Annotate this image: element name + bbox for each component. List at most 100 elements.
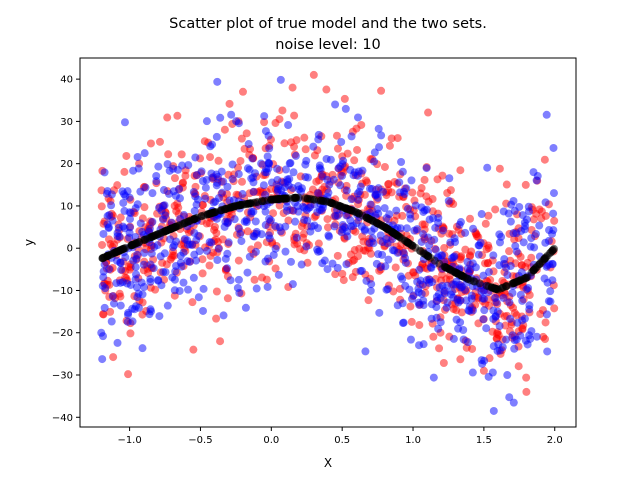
model-point xyxy=(502,282,511,291)
model-point xyxy=(351,208,360,217)
data-point xyxy=(357,222,366,231)
data-point xyxy=(482,245,491,254)
data-point xyxy=(445,174,454,183)
data-point xyxy=(166,235,175,244)
data-point xyxy=(155,137,164,146)
data-point xyxy=(504,209,513,218)
data-point xyxy=(264,131,273,140)
data-point xyxy=(126,209,135,218)
model-point xyxy=(99,253,108,262)
data-point xyxy=(290,240,299,249)
data-point xyxy=(401,258,410,267)
data-point xyxy=(521,180,530,189)
data-point xyxy=(128,317,137,326)
data-point xyxy=(219,311,228,320)
data-point xyxy=(517,268,526,277)
data-point xyxy=(330,222,339,231)
data-point xyxy=(506,314,515,323)
data-point xyxy=(109,353,118,362)
data-point xyxy=(189,273,198,282)
data-point xyxy=(284,121,293,130)
data-point xyxy=(133,153,142,161)
data-point xyxy=(416,276,425,285)
data-point xyxy=(488,368,497,377)
data-point xyxy=(370,148,379,157)
data-point xyxy=(214,156,223,165)
data-point xyxy=(179,278,188,287)
model-point xyxy=(541,254,550,263)
data-point xyxy=(459,326,468,335)
data-point xyxy=(314,224,323,233)
data-point xyxy=(398,167,407,176)
data-point xyxy=(263,152,272,161)
data-point xyxy=(358,166,367,175)
data-point xyxy=(347,195,356,204)
data-point xyxy=(373,205,382,214)
data-point xyxy=(146,277,155,286)
data-point xyxy=(443,298,452,307)
model-point xyxy=(492,285,501,294)
data-point xyxy=(519,238,528,247)
data-point xyxy=(385,141,394,150)
data-point xyxy=(395,178,404,187)
data-point xyxy=(291,151,300,160)
data-point xyxy=(420,220,429,229)
data-point xyxy=(398,211,407,220)
data-point xyxy=(323,215,332,224)
data-point xyxy=(392,206,401,215)
data-point xyxy=(171,267,180,276)
data-point xyxy=(326,155,335,164)
data-point xyxy=(323,265,332,274)
data-point xyxy=(407,176,416,185)
data-point xyxy=(479,315,488,324)
data-point xyxy=(502,335,511,344)
data-point xyxy=(503,270,512,279)
data-point xyxy=(387,134,396,143)
data-point xyxy=(103,212,112,221)
data-point xyxy=(199,284,208,293)
y-tick-label: −30 xyxy=(52,371,73,382)
data-point xyxy=(314,189,323,198)
data-point xyxy=(532,332,541,341)
data-point xyxy=(324,188,333,197)
data-point xyxy=(164,150,173,159)
data-point xyxy=(300,203,309,212)
data-point xyxy=(100,260,109,269)
data-point xyxy=(191,153,200,162)
data-point xyxy=(192,256,201,265)
data-point xyxy=(546,287,555,296)
chart-title-line1: Scatter plot of true model and the two s… xyxy=(169,16,487,32)
data-point xyxy=(400,190,409,199)
data-point xyxy=(367,227,376,236)
data-point xyxy=(406,335,415,344)
data-point xyxy=(371,190,380,199)
data-point xyxy=(271,264,280,273)
data-point xyxy=(499,293,508,302)
data-point xyxy=(193,195,202,204)
data-point xyxy=(129,166,138,175)
data-point xyxy=(315,161,324,170)
data-point xyxy=(402,224,411,233)
chart-title-line2: noise level: 10 xyxy=(275,37,381,53)
model-point xyxy=(143,234,152,243)
data-point xyxy=(225,99,234,108)
data-point xyxy=(206,153,215,162)
data-point xyxy=(309,70,318,79)
data-point xyxy=(125,228,134,237)
data-point xyxy=(424,108,433,117)
data-point xyxy=(479,366,488,375)
data-point xyxy=(498,343,507,352)
data-point xyxy=(140,248,149,257)
data-point xyxy=(105,235,114,244)
model-point xyxy=(373,219,382,228)
data-point xyxy=(161,268,170,277)
data-point xyxy=(489,406,498,415)
data-point xyxy=(542,110,551,119)
data-point xyxy=(429,373,438,382)
data-point xyxy=(100,303,109,312)
data-point xyxy=(205,238,214,247)
data-point xyxy=(347,132,356,141)
data-point xyxy=(384,179,393,188)
data-point xyxy=(273,185,282,193)
data-point xyxy=(116,258,125,267)
